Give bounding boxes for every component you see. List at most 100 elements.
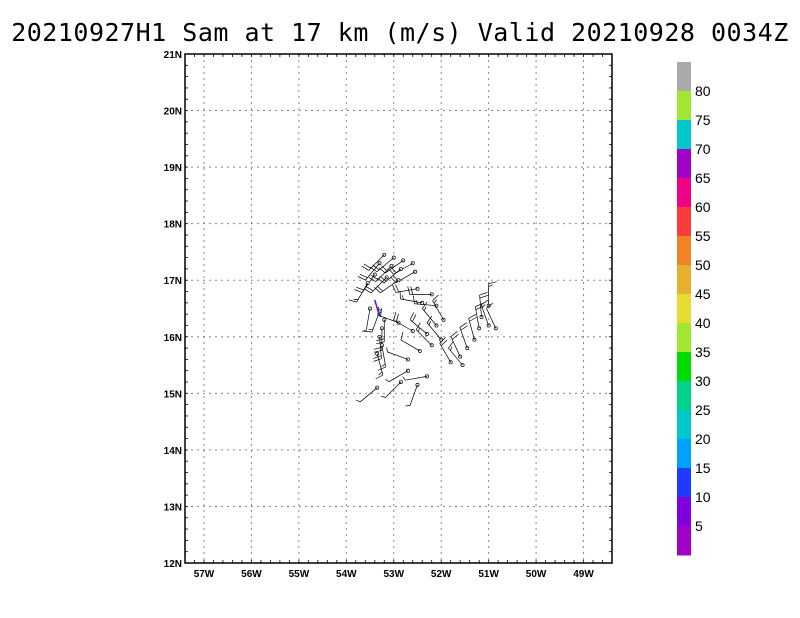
colorbar-label: 65 bbox=[695, 170, 711, 186]
wind-barb bbox=[479, 292, 488, 319]
y-tick-label: 12N bbox=[164, 559, 182, 570]
page-title: 20210927H1 Sam at 17 km (m/s) Valid 2021… bbox=[11, 18, 789, 47]
wind-barb bbox=[459, 322, 470, 351]
x-tick-label: 49W bbox=[573, 569, 594, 580]
colorbar-segment bbox=[677, 323, 691, 353]
wind-barb bbox=[409, 312, 429, 336]
colorbar-label: 60 bbox=[695, 199, 711, 215]
colorbar-label: 55 bbox=[695, 228, 711, 244]
y-tick-label: 21N bbox=[164, 50, 182, 61]
y-tick-label: 15N bbox=[164, 389, 182, 400]
wind-barb bbox=[357, 261, 382, 281]
wind-barb bbox=[422, 301, 439, 328]
colorbar-label: 50 bbox=[695, 257, 711, 273]
wind-barb bbox=[415, 322, 434, 348]
x-axis: 57W 56W 55W 54W 53W 52W 51W 50W 49W bbox=[184, 54, 613, 580]
wind-barb bbox=[373, 326, 384, 353]
wind-barbs bbox=[348, 252, 498, 407]
wind-barb bbox=[376, 317, 387, 345]
plot-frame bbox=[184, 53, 613, 564]
colorbar-label: 75 bbox=[695, 112, 711, 128]
wind-barb bbox=[385, 368, 410, 383]
colorbar-label: 70 bbox=[695, 141, 711, 157]
colorbar-label: 25 bbox=[695, 402, 711, 418]
colorbar-segment bbox=[677, 149, 691, 179]
y-tick-label: 17N bbox=[164, 276, 182, 287]
y-tick-label: 18N bbox=[164, 220, 182, 231]
y-tick-label: 13N bbox=[164, 502, 182, 513]
wind-barb bbox=[432, 294, 446, 322]
wind-barb bbox=[392, 284, 420, 293]
wind-barb bbox=[377, 266, 403, 284]
colorbar-segment bbox=[677, 352, 691, 382]
wind-barb bbox=[390, 269, 418, 284]
wind-barb bbox=[393, 312, 415, 334]
colorbar-segment bbox=[677, 236, 691, 266]
colorbar: 5 10 15 20 25 30 35 40 45 50 55 60 65 70 75 80 bbox=[677, 62, 711, 556]
wind-barb bbox=[450, 331, 463, 359]
colorbar-segment bbox=[677, 410, 691, 440]
wind-barb bbox=[361, 306, 372, 332]
colorbar-segment bbox=[677, 468, 691, 498]
y-tick-label: 14N bbox=[164, 446, 182, 457]
x-tick-label: 54W bbox=[336, 569, 357, 580]
colorbar-label: 35 bbox=[695, 344, 711, 360]
wind-barb bbox=[400, 331, 422, 353]
y-tick-label: 16N bbox=[164, 333, 182, 344]
colorbar-label: 10 bbox=[695, 489, 711, 505]
colorbar-segment bbox=[677, 62, 691, 92]
wind-barb bbox=[486, 281, 497, 308]
wind-barb bbox=[439, 337, 453, 365]
wind-barb bbox=[373, 334, 382, 362]
wind-barb bbox=[356, 385, 380, 403]
x-tick-label: 57W bbox=[194, 569, 215, 580]
y-axis: 12N 13N 14N 15N 16N 17N 18N 19N 20N 21N bbox=[164, 50, 612, 570]
colored-barb bbox=[374, 299, 382, 318]
wind-barb bbox=[448, 341, 465, 368]
wind-barb bbox=[363, 275, 389, 294]
colorbar-label: 5 bbox=[695, 518, 703, 534]
wind-barb bbox=[374, 278, 401, 294]
x-tick-label: 51W bbox=[478, 569, 499, 580]
wind-barb bbox=[378, 343, 387, 371]
colorbar-label: 30 bbox=[695, 373, 711, 389]
wind-barb bbox=[402, 374, 429, 381]
colorbar-label: 80 bbox=[695, 83, 711, 99]
wind-barb bbox=[361, 252, 387, 271]
colorbar-segment bbox=[677, 207, 691, 237]
wind-barb bbox=[380, 380, 403, 398]
colorbar-segment bbox=[677, 91, 691, 121]
colorbar-segment bbox=[677, 120, 691, 150]
colorbar-segment bbox=[677, 178, 691, 208]
x-tick-label: 52W bbox=[431, 569, 452, 580]
wind-barb bbox=[486, 302, 498, 331]
wind-barb bbox=[407, 286, 434, 297]
colorbar-label: 15 bbox=[695, 460, 711, 476]
x-tick-label: 53W bbox=[383, 569, 404, 580]
colorbar-segment bbox=[677, 381, 691, 411]
wind-barb bbox=[375, 351, 384, 380]
wind-barb bbox=[468, 314, 477, 342]
colorbar-label: 45 bbox=[695, 286, 711, 302]
wind-barb bbox=[348, 281, 370, 303]
colorbar-segment bbox=[677, 294, 691, 324]
y-tick-label: 19N bbox=[164, 163, 182, 174]
x-tick-label: 50W bbox=[526, 569, 547, 580]
colorbar-segment bbox=[677, 497, 691, 527]
wind-barb bbox=[368, 264, 394, 282]
grid-lines bbox=[185, 54, 612, 563]
wind-barb bbox=[426, 315, 444, 342]
wind-barb bbox=[405, 382, 420, 407]
x-tick-label: 55W bbox=[289, 569, 310, 580]
colorbar-label: 40 bbox=[695, 315, 711, 331]
colorbar-segment bbox=[677, 439, 691, 469]
wind-barb bbox=[399, 290, 425, 305]
colorbar-label: 20 bbox=[695, 431, 711, 447]
colorbar-segment bbox=[677, 526, 691, 556]
wind-barb bbox=[480, 299, 491, 328]
y-tick-label: 20N bbox=[164, 107, 182, 118]
colorbar-segment bbox=[677, 265, 691, 295]
wind-barb bbox=[386, 347, 410, 362]
x-tick-label: 56W bbox=[241, 569, 262, 580]
